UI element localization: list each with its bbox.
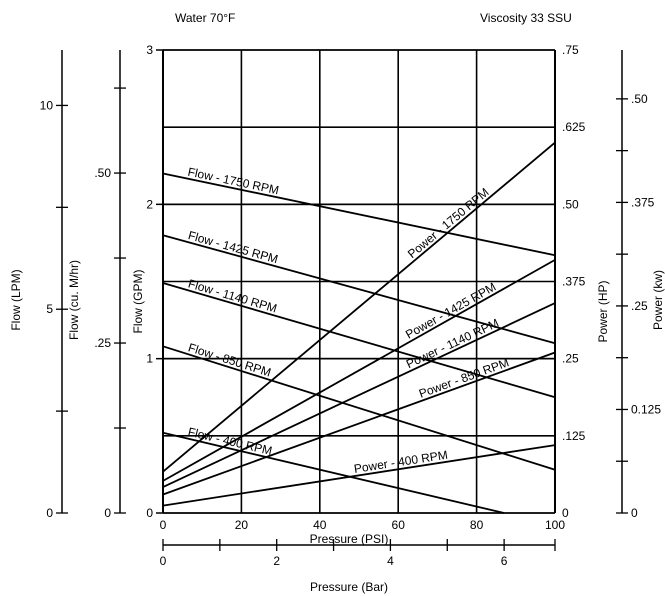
cum-axis-tick-label: .50 [94, 166, 111, 180]
psi-axis-label: Pressure (PSI) [310, 532, 389, 546]
hp-tick-label: .125 [562, 429, 586, 443]
lpm-axis-tick-label: 5 [46, 302, 53, 316]
power-series-label: Power - 400 RPM [353, 448, 449, 476]
hp-tick-label: .25 [562, 352, 579, 366]
kw-axis-label: Power (kw) [651, 270, 665, 330]
bar-tick-label: 0 [160, 554, 167, 568]
power-series-line [162, 351, 556, 496]
flow-series-label: Flow - 1140 RPM [187, 276, 279, 315]
power-series-line [162, 444, 556, 507]
kw-axis-tick-label: 0.125 [631, 402, 661, 416]
flow-series-line [162, 345, 556, 471]
power-series-line [162, 141, 556, 473]
power-series-line [162, 302, 556, 488]
bar-tick-label: 2 [273, 554, 280, 568]
psi-tick-label: 20 [235, 518, 249, 532]
bar-tick-label: 4 [387, 554, 394, 568]
cum-axis-label: Flow (cu. M/hr) [67, 260, 81, 340]
psi-tick-label: 40 [313, 518, 327, 532]
series [162, 141, 556, 514]
flow-series-label: Flow - 850 RPM [187, 340, 273, 379]
kw-axis-tick-label: .375 [631, 195, 655, 209]
hp-tick-label: .75 [562, 43, 579, 57]
power-series-label: Power - 1750 RPM [405, 185, 492, 261]
psi-tick-label: 60 [392, 518, 406, 532]
psi-tick-label: 100 [545, 518, 565, 532]
gpm-tick-label: 3 [146, 43, 153, 57]
header-right: Viscosity 33 SSU [480, 11, 572, 25]
grid [162, 49, 556, 514]
psi-tick-label: 0 [160, 518, 167, 532]
flow-series-line [162, 431, 505, 514]
hp-tick-label: 0 [562, 506, 569, 520]
hp-tick-label: .50 [562, 197, 579, 211]
hp-axis-label: Power (HP) [596, 280, 610, 342]
bar-axis-label: Pressure (Bar) [310, 580, 388, 594]
gpm-tick-label: 1 [146, 352, 153, 366]
psi-tick-label: 80 [470, 518, 484, 532]
flow-series-label: Flow - 1425 RPM [187, 228, 280, 266]
gpm-axis-label: Flow (GPM) [131, 270, 145, 334]
lpm-axis-tick-label: 0 [46, 506, 53, 520]
flow-series-line [162, 172, 556, 257]
kw-axis-tick-label: 0 [631, 506, 638, 520]
power-series-line [162, 259, 556, 482]
kw-axis-tick-label: .50 [631, 92, 648, 106]
gpm-tick-label: 0 [146, 506, 153, 520]
flow-series-label: Flow - 400 RPM [187, 425, 274, 458]
lpm-axis-label: Flow (LPM) [9, 269, 23, 330]
hp-tick-label: .375 [562, 275, 586, 289]
flow-series-line [162, 234, 556, 345]
cum-axis-tick-label: 0 [104, 506, 111, 520]
lpm-axis-tick-label: 10 [40, 98, 54, 112]
bar-tick-label: 6 [501, 554, 508, 568]
kw-axis-tick-label: .25 [631, 299, 648, 313]
hp-tick-label: .625 [562, 120, 586, 134]
header-left: Water 70°F [175, 11, 235, 25]
flow-series-line [162, 282, 556, 399]
gpm-tick-label: 2 [146, 197, 153, 211]
flow-series-label: Flow - 1750 RPM [187, 165, 281, 198]
cum-axis-tick-label: .25 [94, 336, 111, 350]
